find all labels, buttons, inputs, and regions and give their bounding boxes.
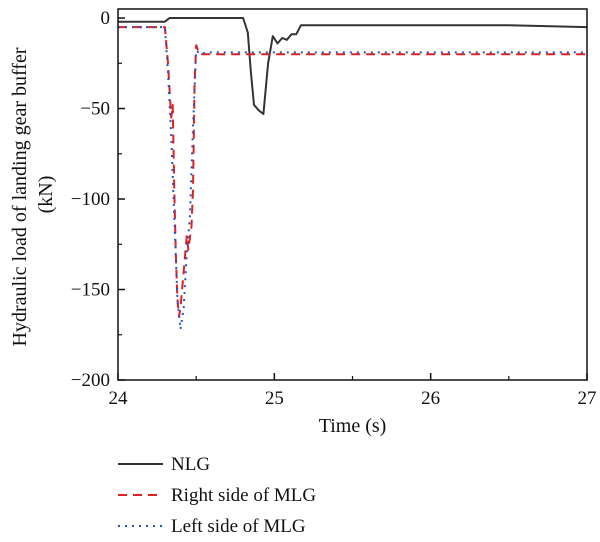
y-tick-label: 0 <box>101 8 111 29</box>
y-axis-title: Hydraulic load of landing gear buffer (k… <box>9 43 57 347</box>
x-axis: 24 25 26 27 <box>109 373 597 409</box>
y-axis: 0 −50 −100 −150 −200 <box>71 8 125 391</box>
y-tick-label: −200 <box>71 370 110 391</box>
series-line-2 <box>118 26 587 318</box>
x-tick-label: 25 <box>265 388 284 409</box>
y-tick-label: −50 <box>80 99 110 120</box>
series-line-1 <box>118 17 588 115</box>
y-tick-label: −100 <box>71 189 110 210</box>
series-line-3 <box>118 26 587 331</box>
y-tick-label: −150 <box>71 280 110 301</box>
plot-frame <box>117 8 588 381</box>
y-axis-title-line-1: Hydraulic load of landing gear buffer <box>9 47 31 346</box>
legend: NLG Right side of MLG Left side of MLG <box>118 454 316 537</box>
legend-label: Left side of MLG <box>171 516 306 537</box>
x-tick-label: 27 <box>578 388 597 409</box>
x-tick-label: 26 <box>421 388 440 409</box>
plot-layer <box>118 17 588 331</box>
legend-label: Right side of MLG <box>171 485 316 506</box>
x-axis-title: Time (s) <box>319 415 387 437</box>
x-tick-label: 24 <box>109 388 129 409</box>
legend-label: NLG <box>171 454 210 475</box>
y-axis-title-line-2: (kN) <box>35 176 57 214</box>
